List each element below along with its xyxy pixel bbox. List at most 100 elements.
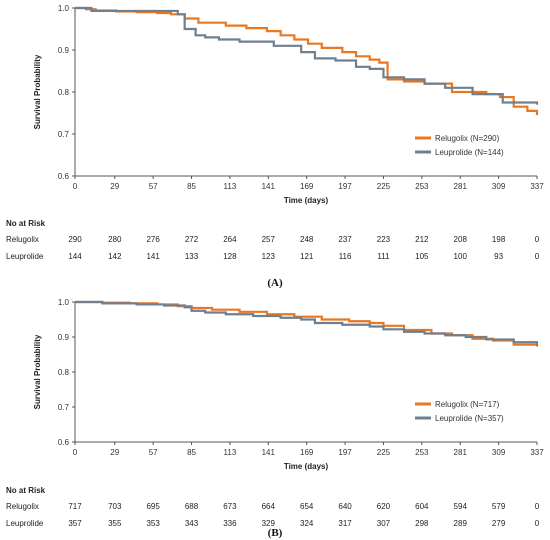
risk-value: 223 [377,235,391,244]
legend-label-relugolix: Relugolix (N=717) [435,400,500,409]
risk-value: 121 [300,252,314,261]
x-tick-label: 0 [73,182,78,191]
risk-value: 640 [338,502,352,511]
risk-value: 133 [185,252,199,261]
legend-label-leuprolide: Leuprolide (N=144) [435,148,504,157]
risk-value: 717 [68,502,82,511]
y-tick-label: 0.6 [58,438,70,447]
risk-value: 703 [108,502,122,511]
risk-value: 212 [415,235,429,244]
series-line-leuprolide [75,300,539,346]
x-tick-label: 0 [73,448,78,457]
risk-value: 620 [377,502,391,511]
risk-value: 289 [454,519,468,528]
x-tick-label: 309 [492,448,506,457]
risk-value: 116 [339,252,352,261]
risk-value: 0 [535,252,540,261]
x-tick-label: 337 [530,448,544,457]
risk-value: 324 [300,519,314,528]
risk-value: 105 [415,252,429,261]
risk-value: 111 [377,252,390,261]
risk-table-title: No at Risk [6,486,46,495]
risk-value: 695 [146,502,160,511]
risk-value: 123 [262,252,276,261]
risk-row-label: Leuprolide [6,252,44,261]
risk-row-label: Relugolix [6,235,39,244]
risk-value: 0 [535,502,540,511]
risk-value: 257 [262,235,276,244]
x-tick-label: 57 [149,448,158,457]
panel-label: (A) [267,277,283,289]
risk-value: 141 [146,252,160,261]
risk-value: 264 [223,235,237,244]
x-tick-label: 281 [454,182,468,191]
risk-value: 307 [377,519,391,528]
x-tick-label: 253 [415,182,429,191]
risk-value: 198 [492,235,506,244]
risk-value: 272 [185,235,199,244]
x-tick-label: 169 [300,448,314,457]
panel-label: (B) [268,527,283,539]
x-tick-label: 141 [262,182,276,191]
y-tick-label: 1.0 [58,298,70,307]
risk-value: 279 [492,519,506,528]
x-tick-label: 225 [377,448,391,457]
x-tick-label: 113 [224,448,237,457]
series-line-relugolix [75,300,539,347]
legend-label-leuprolide: Leuprolide (N=357) [435,414,504,423]
risk-row-label: Relugolix [6,502,39,511]
risk-value: 343 [185,519,199,528]
y-tick-label: 0.8 [58,368,70,377]
x-axis-title: Time (days) [284,462,329,471]
risk-value: 604 [415,502,429,511]
risk-value: 336 [223,519,237,528]
risk-value: 276 [146,235,160,244]
risk-value: 144 [68,252,82,261]
y-tick-label: 0.8 [58,88,70,97]
risk-value: 317 [338,519,352,528]
risk-value: 579 [492,502,506,511]
legend-label-relugolix: Relugolix (N=290) [435,134,500,143]
x-tick-label: 337 [530,182,544,191]
risk-value: 208 [454,235,468,244]
x-tick-label: 197 [338,182,352,191]
risk-value: 357 [68,519,82,528]
y-tick-label: 0.6 [58,172,70,181]
x-tick-label: 85 [187,182,196,191]
risk-value: 353 [146,519,160,528]
risk-value: 290 [68,235,82,244]
risk-value: 664 [262,502,276,511]
y-tick-label: 1.0 [58,4,70,13]
x-tick-label: 281 [454,448,468,457]
risk-value: 0 [535,235,540,244]
risk-value: 654 [300,502,314,511]
x-tick-label: 29 [110,182,119,191]
y-tick-label: 0.7 [58,130,70,139]
risk-value: 594 [454,502,468,511]
risk-value: 688 [185,502,199,511]
risk-value: 128 [223,252,237,261]
risk-value: 329 [262,519,276,528]
risk-value: 298 [415,519,429,528]
x-tick-label: 29 [110,448,119,457]
series-line-relugolix [75,6,539,116]
y-tick-label: 0.9 [58,333,70,342]
risk-value: 142 [108,252,122,261]
x-tick-label: 225 [377,182,391,191]
x-tick-label: 253 [415,448,429,457]
series-line-leuprolide [75,6,539,105]
y-axis-title: Survival Probability [33,334,42,409]
risk-value: 237 [338,235,352,244]
x-tick-label: 197 [338,448,352,457]
x-axis-title: Time (days) [284,196,329,205]
risk-value: 100 [454,252,468,261]
risk-value: 280 [108,235,122,244]
risk-value: 673 [223,502,237,511]
risk-value: 355 [108,519,122,528]
x-tick-label: 85 [187,448,196,457]
risk-value: 93 [494,252,503,261]
x-tick-label: 141 [262,448,276,457]
y-axis-title: Survival Probability [33,54,42,129]
x-tick-label: 169 [300,182,314,191]
